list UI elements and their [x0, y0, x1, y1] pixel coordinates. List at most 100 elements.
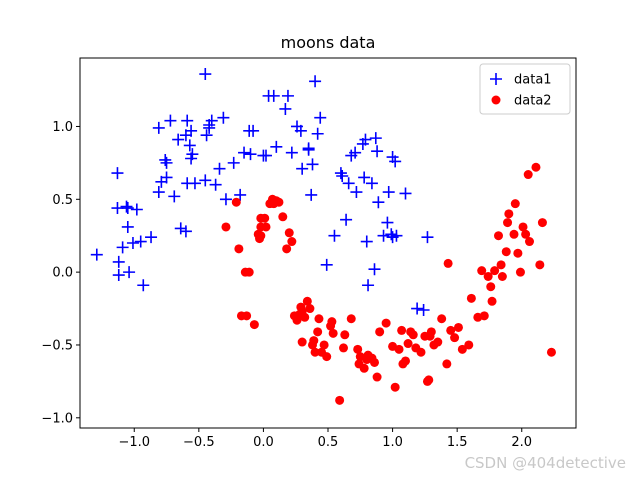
x-tick-label: 1.5	[447, 435, 468, 450]
data1-point	[121, 202, 134, 215]
data1-point	[371, 145, 384, 158]
data1-point	[360, 235, 373, 248]
legend-label-data1: data1	[514, 73, 552, 88]
data2-point	[416, 347, 426, 357]
data1-point	[200, 129, 213, 142]
data1-point	[111, 167, 124, 180]
data1-point	[368, 263, 381, 276]
data2-point	[261, 222, 271, 232]
data1-point	[112, 269, 125, 282]
data1-point	[411, 302, 424, 315]
legend-box	[479, 63, 571, 115]
data1-point	[111, 202, 124, 215]
data1-point	[219, 193, 232, 206]
y-tick-label: 0.0	[52, 266, 73, 281]
data1-point	[199, 68, 212, 81]
data1-point	[186, 148, 199, 161]
data2-point	[322, 352, 332, 362]
data2-point	[310, 347, 320, 357]
data1-point	[247, 124, 260, 137]
data1-point	[362, 279, 375, 292]
data2-point	[446, 325, 456, 335]
data1-point	[145, 231, 158, 244]
data1-point	[179, 225, 192, 238]
data1-point	[421, 231, 434, 244]
data1-point	[389, 155, 402, 168]
data2-point	[319, 340, 329, 350]
data2-point	[497, 272, 507, 282]
data2-point	[521, 229, 531, 239]
data1-point	[365, 177, 378, 190]
data2-point	[256, 231, 266, 241]
data2-point	[287, 237, 297, 247]
y-tick-label: 0.5	[52, 193, 73, 208]
legend-marker-data1	[490, 73, 502, 85]
data2-point	[487, 296, 497, 306]
series-data2	[221, 162, 556, 405]
data1-point	[399, 187, 412, 200]
data2-point	[442, 359, 452, 369]
data2-point	[426, 327, 436, 337]
data2-point	[479, 311, 489, 321]
data2-point	[314, 314, 324, 324]
plot-markers	[90, 68, 556, 405]
data1-point	[209, 178, 222, 191]
data2-point	[486, 282, 496, 292]
x-tick-label: −0.5	[183, 435, 215, 450]
data2-point	[501, 247, 511, 257]
data1-point	[172, 133, 185, 146]
data1-point	[121, 220, 134, 233]
data1-point	[309, 75, 322, 88]
data2-point	[346, 314, 356, 324]
plot-area	[79, 57, 577, 429]
data2-point	[424, 375, 434, 385]
data2-point	[327, 317, 337, 327]
data2-point	[335, 395, 345, 405]
data1-point	[417, 304, 430, 317]
data2-point	[359, 363, 369, 373]
data2-point	[509, 229, 519, 239]
data1-point	[185, 124, 198, 137]
data2-point	[450, 333, 460, 343]
data1-point	[279, 102, 292, 115]
data1-point	[213, 162, 226, 175]
data2-point	[494, 231, 503, 241]
chart-title: moons data	[281, 33, 376, 52]
data2-point	[328, 328, 338, 338]
data2-point	[305, 304, 315, 314]
data2-point	[433, 337, 443, 347]
legend-marker-data2	[491, 95, 501, 105]
data2-point	[390, 382, 400, 392]
data1-point	[349, 146, 362, 159]
watermark: CSDN @404detective	[464, 454, 626, 472]
data2-point	[453, 322, 463, 332]
data1-point	[168, 190, 181, 203]
data2-point	[284, 228, 294, 238]
data2-point	[510, 199, 520, 209]
data1-point	[358, 171, 371, 184]
data1-point	[152, 121, 165, 134]
data1-point	[260, 149, 272, 162]
data2-point	[503, 218, 513, 228]
data2-point	[401, 356, 410, 366]
data2-point	[535, 260, 545, 270]
data1-point	[281, 89, 294, 102]
data1-point	[305, 188, 318, 201]
data1-point	[302, 142, 315, 155]
data1-point	[285, 146, 298, 159]
data1-point	[120, 200, 133, 213]
data1-point	[342, 177, 355, 190]
legend: data1 data2	[479, 63, 571, 115]
data2-point	[523, 170, 533, 180]
data2-point	[244, 267, 254, 277]
data2-point	[537, 218, 547, 228]
data1-point	[130, 203, 143, 216]
data1-point	[134, 235, 147, 248]
data1-point	[90, 248, 103, 261]
data2-point	[300, 312, 310, 322]
data2-point	[515, 267, 525, 277]
data1-point	[238, 146, 251, 159]
data2-point	[490, 266, 500, 276]
data1-point	[311, 127, 324, 140]
data1-point	[328, 229, 341, 242]
